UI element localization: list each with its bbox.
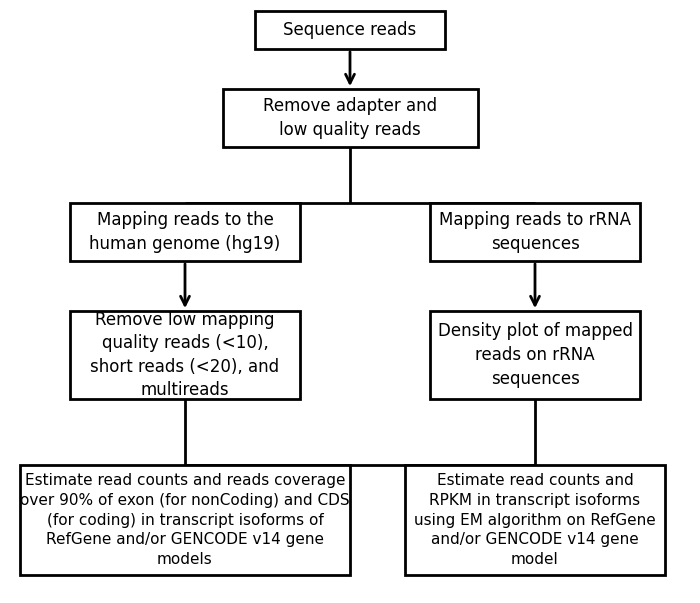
Bar [430, 311, 640, 399]
Text: Estimate read counts and
RPKM in transcript isoforms
using EM algorithm on RefGe: Estimate read counts and RPKM in transcr… [414, 473, 656, 567]
Text: Density plot of mapped
reads on rRNA
sequences: Density plot of mapped reads on rRNA seq… [438, 323, 633, 388]
Bar [70, 203, 300, 261]
Text: Remove low mapping
quality reads (<10),
short reads (<20), and
multireads: Remove low mapping quality reads (<10), … [90, 311, 279, 399]
Bar [20, 465, 350, 575]
Text: Mapping reads to rRNA
sequences: Mapping reads to rRNA sequences [439, 211, 631, 253]
Text: Mapping reads to the
human genome (hg19): Mapping reads to the human genome (hg19) [90, 211, 281, 253]
Bar [223, 89, 477, 147]
Bar [255, 11, 445, 49]
Text: Sequence reads: Sequence reads [284, 21, 416, 39]
Text: Remove adapter and
low quality reads: Remove adapter and low quality reads [263, 97, 437, 139]
Bar [405, 465, 665, 575]
Text: Estimate read counts and reads coverage
over 90% of exon (for nonCoding) and CDS: Estimate read counts and reads coverage … [20, 473, 350, 567]
Bar [70, 311, 300, 399]
Bar [430, 203, 640, 261]
